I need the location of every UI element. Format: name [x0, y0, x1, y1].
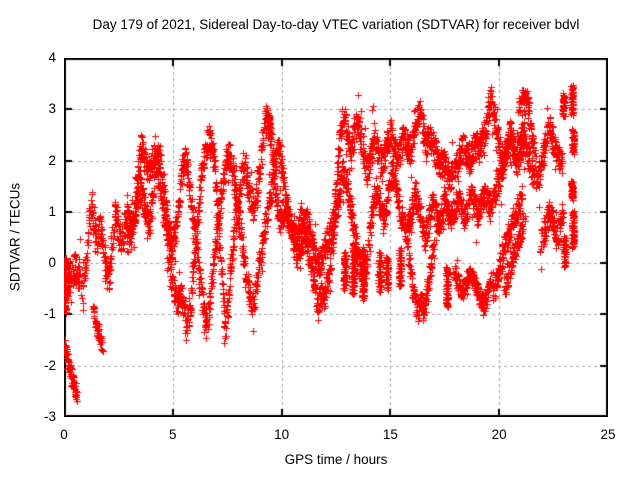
x-tick-label: 10	[274, 427, 290, 442]
y-tick-label: 0	[48, 255, 56, 271]
y-tick-label: -2	[43, 357, 56, 373]
x-tick-label: 20	[491, 427, 507, 442]
x-tick-label: 15	[382, 427, 398, 442]
y-tick-label: 4	[48, 50, 56, 65]
plot-area	[64, 58, 608, 417]
y-tick-label: -1	[43, 306, 56, 322]
y-axis-label: SDTVAR / TECUs	[7, 182, 23, 292]
y-tick-label: -3	[43, 409, 56, 424]
x-axis-label: GPS time / hours	[284, 452, 388, 467]
x-tick-label: 25	[600, 427, 616, 442]
y-tick-label: 2	[48, 152, 56, 168]
y-tick-label: 1	[48, 203, 56, 219]
chart-title: Day 179 of 2021, Sidereal Day-to-day VTE…	[92, 17, 580, 32]
y-tick-label: 3	[48, 101, 56, 117]
x-tick-label: 5	[169, 427, 177, 442]
x-tick-label: 0	[60, 427, 68, 442]
